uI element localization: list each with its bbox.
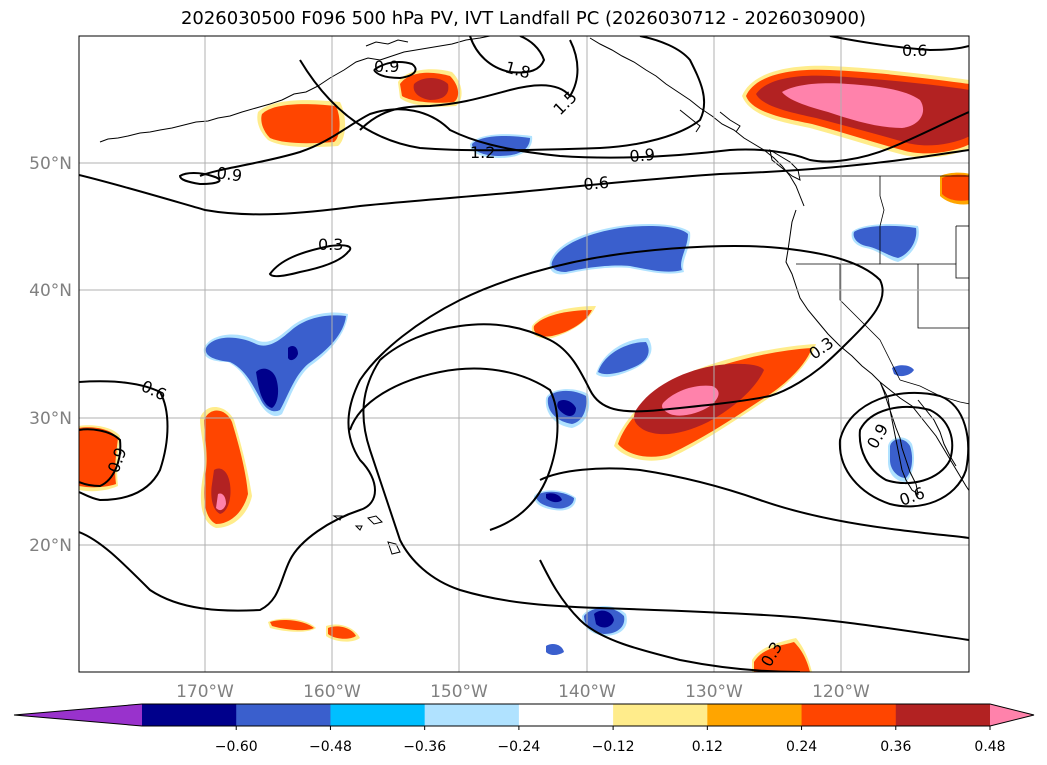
map-panel: 0.6 0.9 1.8 1.5 1.2 0.9 0.6 0.9 0.3 0.6 … <box>79 36 969 672</box>
colorbar-ticks: −0.60 −0.48 −0.36 −0.24 −0.12 0.12 0.24 0.36 0.4… <box>215 726 1006 755</box>
map-title: 2026030500 F096 500 hPa PV, IVT Landfall… <box>180 8 867 29</box>
colorbar-tick-label: 0.48 <box>974 739 1005 755</box>
colorbar-outline <box>13 703 1035 727</box>
lon-label-170w: 170°W <box>176 682 234 702</box>
contour-labels: 0.6 0.9 1.8 1.5 1.2 0.9 0.6 0.9 0.3 0.6 … <box>104 41 928 670</box>
colorbar-segment <box>613 704 708 726</box>
colorbar-extend-low <box>14 704 142 726</box>
contour-label: 0.3 <box>318 235 343 254</box>
colorbar-tick-label: −0.60 <box>215 739 258 755</box>
colorbar: −0.60 −0.48 −0.36 −0.24 −0.12 0.12 0.24 0.36 0.4… <box>13 703 1035 755</box>
colorbar-segment <box>236 704 331 726</box>
lat-label-30n: 30°N <box>29 409 72 429</box>
contour-label: 0.9 <box>215 163 243 185</box>
colorbar-tick-label: −0.36 <box>403 739 446 755</box>
contour-label: 0.6 <box>902 41 927 60</box>
gridlines <box>79 36 969 672</box>
colorbar-segment <box>330 704 426 726</box>
colorbar-segment <box>424 704 520 726</box>
neg-blob-socal <box>892 365 914 377</box>
colorbar-tick-label: −0.48 <box>309 739 352 755</box>
colorbar-segments <box>14 704 1034 726</box>
neg-blob-tiny <box>546 644 564 655</box>
negative-anomaly-regions <box>203 134 919 655</box>
positive-anomaly-regions <box>79 65 969 672</box>
pv-contours <box>79 36 969 672</box>
contour-label: 0.9 <box>629 145 656 166</box>
longitude-labels: 170°W 160°W 150°W 140°W 130°W 120°W <box>176 682 870 702</box>
lon-label-130w: 130°W <box>685 682 743 702</box>
contour-label: 0.9 <box>374 57 399 76</box>
colorbar-segment <box>707 704 803 726</box>
lat-label-50n: 50°N <box>29 154 72 174</box>
colorbar-segment <box>142 704 237 726</box>
colorbar-tick-label: −0.24 <box>497 739 540 755</box>
colorbar-segment <box>801 704 897 726</box>
colorbar-tick-label: −0.12 <box>592 739 635 755</box>
colorbar-segment <box>895 704 991 726</box>
colorbar-tick-label: 0.24 <box>786 739 817 755</box>
political-borders <box>796 175 969 405</box>
colorbar-tick-label: 0.12 <box>692 739 723 755</box>
lat-label-20n: 20°N <box>29 536 72 556</box>
lon-label-160w: 160°W <box>303 682 361 702</box>
colorbar-segment <box>518 704 614 726</box>
coastlines <box>99 36 969 555</box>
contour-label: 0.6 <box>583 173 610 194</box>
colorbar-extend-high <box>990 704 1034 726</box>
lon-label-120w: 120°W <box>812 682 870 702</box>
lon-label-140w: 140°W <box>558 682 616 702</box>
map-frame <box>78 35 970 673</box>
lon-label-150w: 150°W <box>430 682 488 702</box>
colorbar-tick-label: 0.36 <box>880 739 911 755</box>
contour-label: 1.2 <box>470 143 495 162</box>
lat-label-40n: 40°N <box>29 281 72 301</box>
latitude-labels: 50°N 40°N 30°N 20°N <box>29 154 72 556</box>
